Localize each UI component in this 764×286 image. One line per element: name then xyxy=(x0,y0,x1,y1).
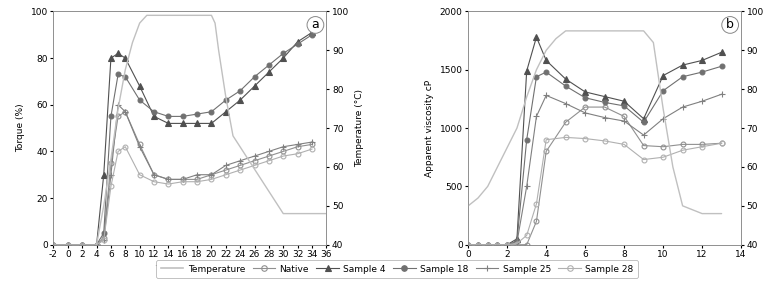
X-axis label: Time (minutes): Time (minutes) xyxy=(156,265,225,274)
Y-axis label: Temperature (°C): Temperature (°C) xyxy=(354,89,364,167)
Legend: Temperature, Native, Sample 4, Sample 18, Sample 25, Sample 28: Temperature, Native, Sample 4, Sample 18… xyxy=(157,260,638,278)
Y-axis label: Apparent viscosity cP: Apparent viscosity cP xyxy=(425,80,434,177)
Text: a: a xyxy=(312,18,319,31)
X-axis label: Time (minutes): Time (minutes) xyxy=(570,265,639,274)
Text: b: b xyxy=(727,18,734,31)
Y-axis label: Torque (%): Torque (%) xyxy=(16,104,25,152)
